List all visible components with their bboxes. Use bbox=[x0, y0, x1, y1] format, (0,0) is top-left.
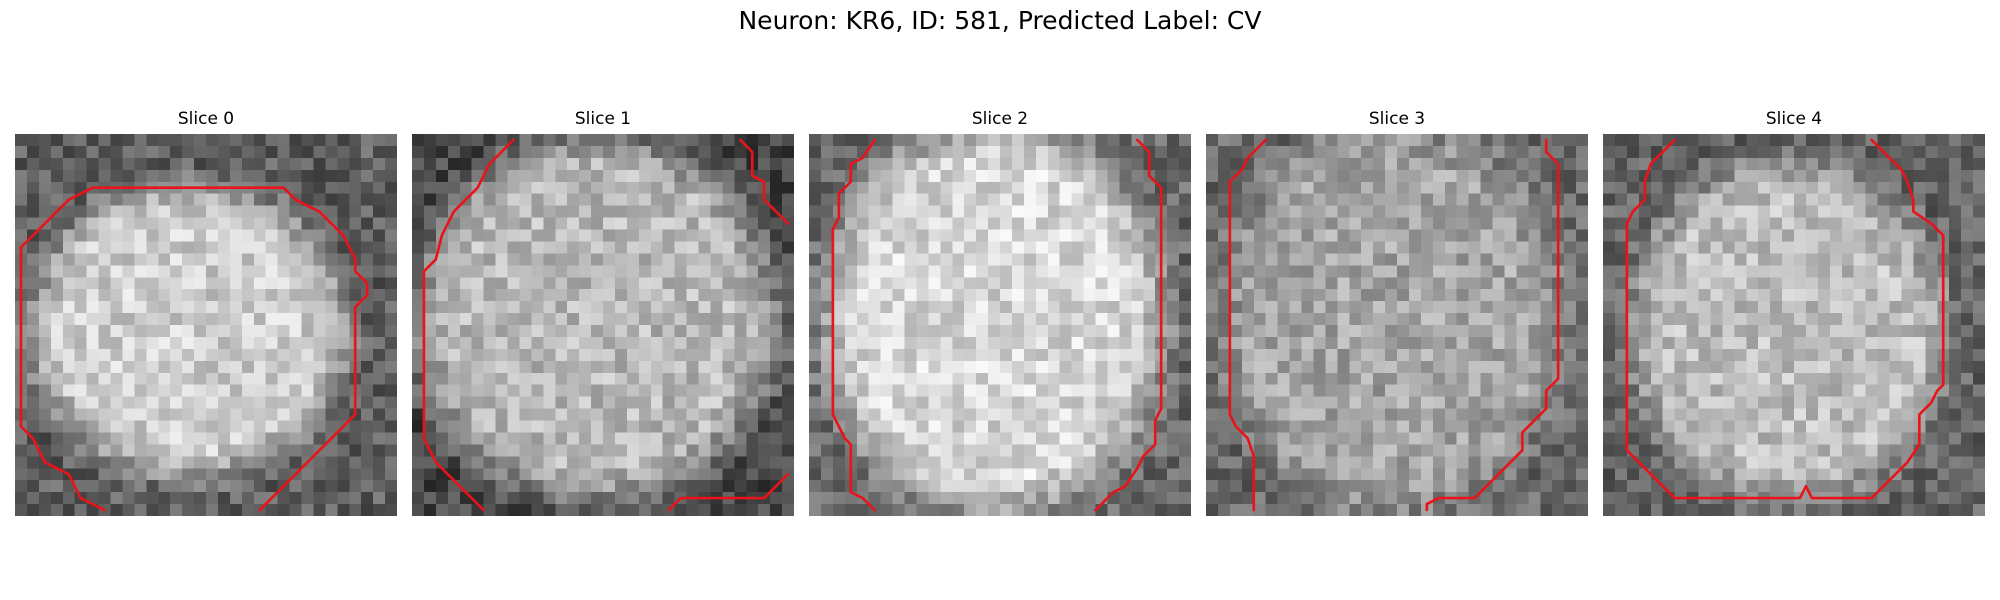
grayscale-patch bbox=[1206, 134, 1588, 516]
grayscale-patch bbox=[1603, 134, 1985, 516]
segmentation-contour bbox=[422, 138, 790, 512]
slice-title: Slice 3 bbox=[1368, 109, 1426, 129]
slice-image bbox=[1206, 134, 1588, 516]
slice-image bbox=[809, 134, 1191, 516]
grayscale-patch bbox=[412, 134, 794, 516]
slice-title: Slice 1 bbox=[574, 109, 632, 129]
grayscale-patch bbox=[15, 134, 397, 516]
slice-title: Slice 0 bbox=[177, 109, 235, 129]
figure-title: Neuron: KR6, ID: 581, Predicted Label: C… bbox=[738, 6, 1262, 35]
slice-panel-0: Slice 0 bbox=[15, 107, 397, 516]
slice-image bbox=[15, 134, 397, 516]
segmentation-contour bbox=[831, 138, 1163, 512]
grayscale-patch bbox=[809, 134, 1191, 516]
slice-panel-4: Slice 4 bbox=[1603, 107, 1985, 516]
segmentation-contour bbox=[19, 186, 369, 512]
segmentation-contour bbox=[1625, 138, 1945, 500]
slice-image bbox=[412, 134, 794, 516]
slice-panel-2: Slice 2 bbox=[809, 107, 1191, 516]
slice-panel-1: Slice 1 bbox=[412, 107, 794, 516]
slice-panel-3: Slice 3 bbox=[1206, 107, 1588, 516]
segmentation-contour bbox=[1228, 138, 1560, 512]
slice-title: Slice 2 bbox=[971, 109, 1029, 129]
slice-image bbox=[1603, 134, 1985, 516]
slice-title: Slice 4 bbox=[1765, 109, 1823, 129]
